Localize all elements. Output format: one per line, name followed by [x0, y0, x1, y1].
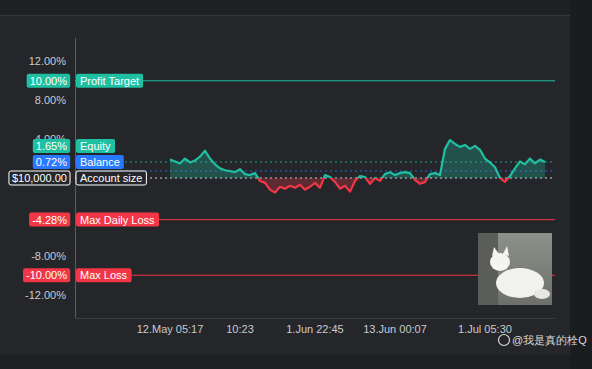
y-tick-label: 8.00% [35, 94, 66, 106]
badge-bg [9, 171, 70, 185]
badge-bg [76, 139, 115, 153]
badge-bg [76, 171, 146, 185]
reference-line [75, 80, 555, 81]
watermark-text: @我是真的栓Q [512, 334, 587, 346]
y-tick-label: -12.00% [25, 289, 66, 301]
watermark: @我是真的栓Q [499, 334, 588, 346]
badge-name: Max Loss [80, 269, 128, 281]
badge-bg [33, 155, 70, 169]
badge-bg [76, 268, 132, 282]
x-tick-label: 10:23 [226, 323, 254, 335]
badge-bg [27, 74, 71, 88]
equity-area [170, 140, 545, 193]
badge-bg [33, 139, 70, 153]
cat-tail [534, 289, 550, 299]
equity-line [170, 140, 545, 193]
x-tick-label: 1.Jun 22:45 [286, 323, 344, 335]
photo-bg [478, 233, 552, 305]
reference-badge: $10,000.00 Account size [9, 171, 146, 185]
y-tick-label: 12.00% [29, 55, 67, 67]
reference-badge: -10.00% Max Loss [23, 268, 132, 282]
badge-bg [76, 74, 143, 88]
badge-name: Account size [80, 172, 142, 184]
x-tick-label: 1.Jul 05:30 [458, 323, 512, 335]
panel [0, 15, 570, 355]
badge-name: Profit Target [80, 75, 139, 87]
watermark-icon [499, 335, 510, 346]
cat-ears [492, 246, 509, 256]
photo [478, 233, 552, 305]
badge-name: Equity [80, 140, 111, 152]
badge-value: 10.00% [30, 75, 68, 87]
badge-value: 0.72% [36, 156, 67, 168]
background [0, 0, 592, 369]
badge-bg [76, 155, 124, 169]
badge-value: $10,000.00 [12, 172, 67, 184]
badge-name: Balance [80, 156, 120, 168]
reference-badge: 1.65% Equity [33, 139, 115, 153]
reference-badge: 0.72% Balance [33, 155, 124, 169]
x-tick-label: 12.May 05:17 [137, 323, 204, 335]
badge-value: -4.28% [32, 214, 67, 226]
side-bar [570, 0, 592, 369]
x-axis [75, 318, 555, 319]
y-tick-label: -8.00% [31, 250, 66, 262]
panel-border [0, 15, 570, 16]
badge-bg [76, 213, 159, 227]
badge-bg [29, 213, 70, 227]
badge-bg [23, 268, 70, 282]
chart: 12.00%8.00%4.00%-8.00%-12.00%12.May 05:1… [0, 0, 592, 369]
reference-badge: 10.00% Profit Target [27, 74, 143, 88]
badge-value: 1.65% [36, 140, 67, 152]
reference-badge: -4.28% Max Daily Loss [29, 213, 159, 227]
badge-name: Max Daily Loss [80, 214, 155, 226]
badge-value: -10.00% [26, 269, 67, 281]
x-tick-label: 13.Jun 00:07 [363, 323, 427, 335]
